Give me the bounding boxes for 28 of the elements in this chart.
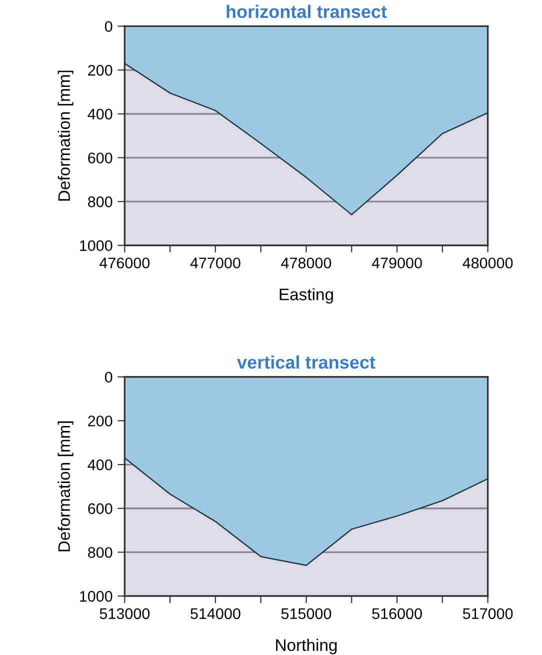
x-tick-label: 479000 bbox=[372, 258, 422, 268]
chart-title: vertical transect bbox=[237, 355, 376, 369]
y-tick-label: 600 bbox=[88, 152, 112, 164]
x-axis-title: Northing bbox=[276, 638, 337, 654]
chart-title: horizontal transect bbox=[226, 4, 387, 18]
y-tick-label: 400 bbox=[88, 108, 112, 120]
y-tick-label: 0 bbox=[104, 21, 112, 32]
x-tick-label: 514000 bbox=[190, 608, 240, 620]
x-tick-label: 477000 bbox=[190, 258, 240, 268]
x-axis-title: Easting bbox=[280, 288, 333, 304]
x-tick-label: 476000 bbox=[100, 258, 150, 268]
x-tick-label: 515000 bbox=[281, 608, 332, 620]
x-tick-label: 480000 bbox=[462, 258, 513, 268]
y-axis-title: Deformation [mm] bbox=[58, 421, 74, 552]
y-tick-label: 0 bbox=[104, 372, 112, 383]
y-tick-label: 1000 bbox=[80, 240, 112, 252]
y-tick-label: 1000 bbox=[80, 590, 112, 602]
x-tick-label: 478000 bbox=[281, 258, 332, 268]
y-tick-label: 200 bbox=[88, 416, 112, 426]
y-tick-label: 800 bbox=[88, 547, 112, 558]
x-tick-label: 517000 bbox=[462, 608, 513, 620]
y-axis-title: Deformation [mm] bbox=[58, 70, 74, 201]
x-tick-label: 513000 bbox=[100, 608, 150, 620]
x-tick-label: 516000 bbox=[372, 608, 422, 620]
y-tick-label: 800 bbox=[88, 196, 112, 208]
y-tick-label: 600 bbox=[88, 503, 112, 514]
y-tick-label: 200 bbox=[88, 64, 112, 76]
y-tick-label: 400 bbox=[88, 459, 112, 470]
